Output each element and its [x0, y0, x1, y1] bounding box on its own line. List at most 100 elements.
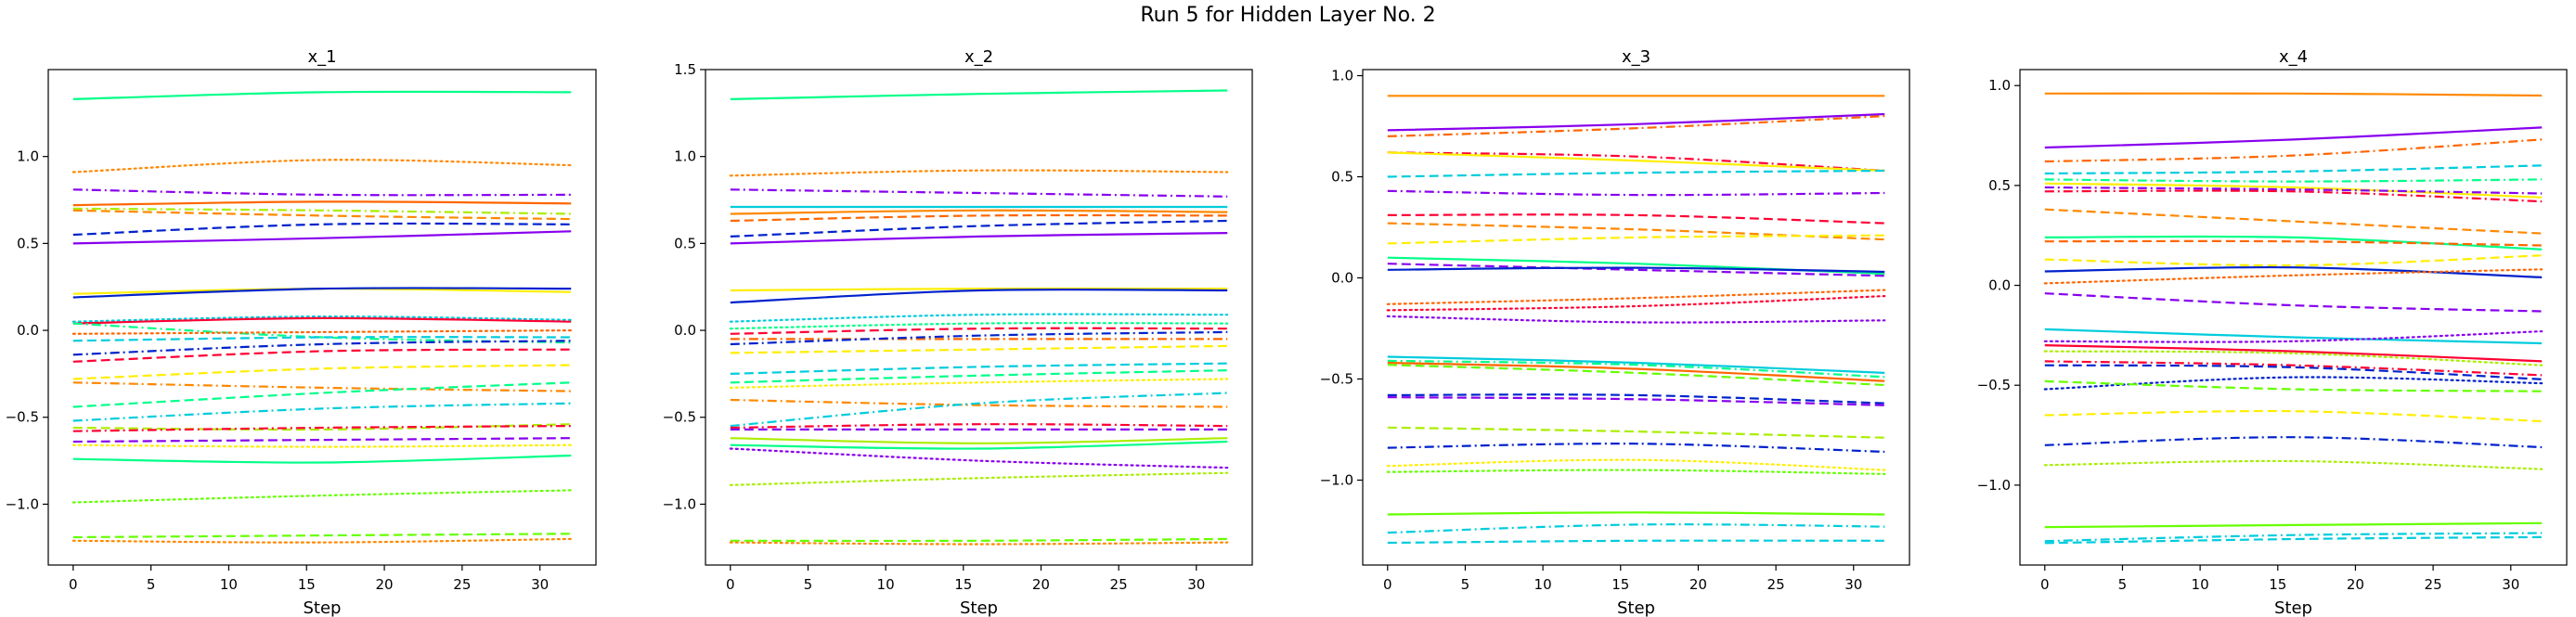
y-tick-label: −1.0 [1320, 471, 1353, 488]
x-tick-label: 10 [220, 576, 238, 593]
subplot-title: x_3 [1622, 47, 1650, 67]
y-tick-label: −1.0 [6, 495, 39, 512]
series-line-3 [2044, 138, 2543, 163]
y-tick-label: −1.0 [1977, 477, 2011, 494]
series-line-12 [1387, 263, 1885, 277]
series-line-11 [2044, 239, 2543, 247]
series-line-29 [1387, 539, 1885, 545]
series-line-7 [72, 222, 572, 237]
series-line-14 [2043, 268, 2544, 285]
subplot-4: 0 5 10 15 20 25 30 −1.0 −0.5 0.0 0.5 1.0 x_4 Step [1977, 47, 2568, 617]
series-line-28 [730, 537, 1228, 543]
axes-frame [47, 69, 597, 566]
series-line-27 [1387, 511, 1885, 516]
series-line-5 [730, 209, 1228, 215]
series-line-13 [72, 322, 572, 344]
series-line-3 [730, 188, 1228, 198]
y-tick-label: 0.0 [1988, 277, 2011, 294]
series-line-4 [1387, 151, 1885, 173]
series-line-22 [1387, 396, 1885, 406]
axes-frame [705, 69, 1253, 566]
series-line-24 [72, 437, 572, 443]
x-tick-label: 30 [531, 576, 549, 593]
series-line-19 [1387, 361, 1885, 382]
y-tick-label: 0.0 [674, 322, 696, 339]
series-line-18 [730, 369, 1228, 384]
series-line-1 [2044, 92, 2543, 97]
series-line-24 [2044, 409, 2543, 423]
series-line-28 [1387, 523, 1885, 534]
x-tick-label: 25 [1110, 576, 1128, 593]
figure-title: Run 5 for Hidden Layer No. 2 [1140, 4, 1436, 27]
x-tick-label: 15 [2269, 576, 2286, 593]
series-line-17 [1387, 355, 1885, 374]
series-line-5 [1387, 151, 1885, 173]
series-line-1 [730, 89, 1228, 100]
series-group [71, 90, 573, 544]
series-line-16 [72, 340, 572, 356]
series-line-8 [72, 230, 572, 245]
series-line-21 [2044, 364, 2543, 380]
x-tick-label: 0 [69, 576, 78, 593]
series-line-13 [730, 327, 1228, 335]
series-line-18 [1387, 359, 1885, 379]
series-line-21 [730, 392, 1228, 428]
series-line-3 [1387, 115, 1885, 137]
series-line-9 [1387, 222, 1885, 241]
x-tick-label: 20 [2347, 576, 2364, 593]
series-line-20 [730, 398, 1228, 408]
x-tick-label: 20 [1689, 576, 1707, 593]
series-line-25 [1386, 458, 1886, 471]
series-line-1 [72, 90, 572, 100]
series-line-20 [1387, 364, 1885, 387]
series-line-11 [729, 313, 1229, 323]
series-line-16 [730, 344, 1228, 354]
series-line-24 [730, 437, 1228, 444]
subplot-title: x_2 [964, 47, 993, 67]
y-tick-label: −0.5 [663, 409, 696, 426]
series-line-5 [2044, 178, 2543, 183]
x-axis-label: Step [960, 598, 998, 617]
series-line-27 [729, 471, 1229, 486]
subplot-3: 0 5 10 15 20 25 30 −1.0 −0.5 0.0 0.5 1.0 x_3 Step [1320, 47, 1910, 617]
x-axis-label: Step [1617, 598, 1655, 617]
series-line-28 [72, 533, 572, 539]
series-line-2 [729, 169, 1229, 177]
series-line-19 [72, 381, 572, 392]
series-line-3 [72, 188, 572, 197]
series-line-29 [71, 537, 573, 544]
series-line-10 [2044, 235, 2543, 251]
series-line-10 [72, 287, 572, 299]
series-line-2 [71, 159, 573, 174]
series-line-12 [2044, 254, 2543, 267]
series-line-14 [1386, 289, 1886, 305]
y-tick-label: 0.5 [1331, 169, 1353, 186]
series-line-23 [1387, 426, 1885, 439]
series-line-13 [1387, 266, 1885, 274]
series-line-28 [2044, 532, 2543, 543]
x-tick-label: 0 [2040, 576, 2050, 593]
subplot-title: x_4 [2279, 47, 2308, 67]
y-tick-label: 0.5 [1988, 177, 2011, 194]
x-tick-label: 25 [2425, 576, 2442, 593]
y-tick-label: 1.5 [674, 61, 696, 78]
series-line-6 [72, 209, 572, 221]
series-line-14 [71, 329, 573, 335]
series-line-8 [2044, 189, 2543, 203]
series-line-27 [2044, 521, 2543, 529]
x-tick-label: 30 [1187, 576, 1205, 593]
series-line-26 [729, 447, 1229, 469]
series-line-17 [730, 362, 1228, 375]
y-tick-label: 0.5 [17, 235, 39, 251]
x-tick-label: 5 [804, 576, 813, 593]
x-tick-label: 0 [1383, 576, 1392, 593]
series-line-25 [71, 443, 573, 448]
series-line-9 [730, 287, 1228, 292]
series-line-25 [730, 440, 1228, 450]
series-line-16 [1386, 315, 1886, 324]
series-line-8 [730, 232, 1228, 245]
x-axis-label: Step [304, 598, 342, 617]
series-line-20 [2044, 360, 2543, 377]
series-line-7 [730, 219, 1228, 238]
series-line-10 [1387, 234, 1885, 245]
